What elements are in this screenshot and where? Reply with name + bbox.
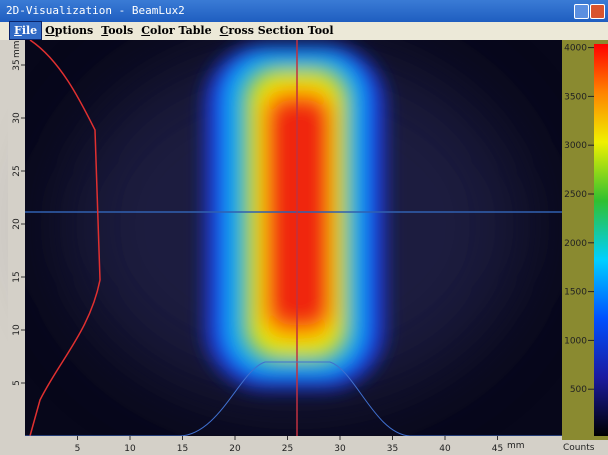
y-tick-label: 15 [12, 271, 22, 282]
color-bar-tick-label: 4000 [564, 44, 587, 54]
x-tick-label: 15 [177, 444, 188, 454]
menu-item[interactable]: Cross Section Tool [216, 22, 338, 39]
x-tick-label: 40 [439, 444, 451, 454]
y-tick-label: 35 [12, 59, 22, 70]
x-tick-label: 20 [229, 444, 241, 454]
title-bar: 2D-Visualization - BeamLux2 [0, 0, 608, 22]
color-bar-tick-label: 1500 [564, 288, 587, 298]
y-tick-label: 25 [12, 165, 22, 176]
color-bar-tick-label: 500 [570, 385, 587, 395]
color-bar-tick-label: 3000 [564, 141, 587, 151]
color-bar [594, 44, 608, 436]
color-bar-tick-label: 1000 [564, 336, 587, 346]
x-tick-label: 25 [282, 444, 293, 454]
menu-item[interactable]: Color Table [137, 22, 215, 39]
y-tick-label: 30 [12, 112, 22, 124]
color-bar-tick-label: 3500 [564, 92, 587, 102]
x-tick-label: 35 [387, 444, 398, 454]
window: 2D-Visualization - BeamLux2 FileOptionsT… [0, 0, 608, 455]
menu-item[interactable]: File [10, 22, 41, 39]
y-unit: mm [12, 40, 22, 58]
color-bar-tick-label: 2000 [564, 239, 587, 249]
x-tick-label: 10 [124, 444, 136, 454]
y-axis [8, 40, 25, 436]
close-button[interactable] [590, 4, 605, 19]
window-title: 2D-Visualization - BeamLux2 [6, 4, 185, 17]
color-bar-tick-label: 2500 [564, 190, 587, 200]
x-tick-label: 45 [492, 444, 503, 454]
y-tick-label: 5 [12, 380, 22, 386]
y-tick-label: 10 [12, 324, 22, 336]
image-view: mm mm Counts 5 10 15 20 25 30 35 40 45 5 10 15 20 25 3… [0, 40, 608, 455]
y-tick-label: 20 [12, 218, 22, 230]
beam [205, 44, 385, 389]
maximize-button[interactable] [574, 4, 589, 19]
x-tick-label: 30 [334, 444, 346, 454]
menu-item[interactable]: Options [41, 22, 97, 39]
menu-item[interactable]: Tools [97, 22, 137, 39]
x-tick-label: 5 [75, 444, 81, 454]
x-unit: mm [507, 441, 525, 451]
color-bar-label: Counts [563, 443, 595, 453]
